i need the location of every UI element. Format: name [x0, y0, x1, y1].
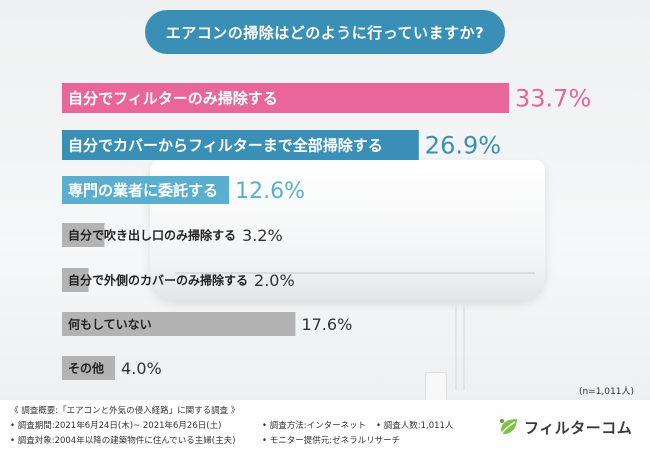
bar-label-5: 何もしていない [68, 316, 152, 331]
logo-text: フィルターコム [524, 418, 633, 437]
bar-label-0: 自分でフィルターのみ掃除する [68, 89, 278, 107]
leaf-filter-icon [500, 419, 517, 434]
survey-provider: • モニター提供元:ゼネラルリサーチ [262, 436, 401, 446]
bar-6 [62, 356, 116, 380]
bar-value-1: 26.9% [425, 132, 501, 160]
bar-value-5: 17.6% [301, 315, 352, 334]
bar-1 [62, 130, 419, 160]
bar-value-4: 2.0% [254, 271, 295, 290]
survey-target: • 調査対象:2004年以降の建築物件に住んでいる主婦(主夫) [10, 436, 236, 446]
pipe-illustration [455, 300, 465, 390]
survey-title: 《 調査概要:「エアコンと外気の侵入経路」に関する調査 》 [10, 406, 240, 416]
bar-value-2: 12.6% [235, 179, 305, 204]
sample-size-note: (n=1,011人) [578, 387, 634, 397]
bar-label-3: 自分で吹き出し口のみ掃除する [68, 227, 236, 242]
survey-count: • 調査人数:1,011人 [376, 421, 454, 431]
bar-4 [62, 268, 89, 292]
bar-label-6: その他 [68, 360, 104, 375]
survey-footer: 《 調査概要:「エアコンと外気の侵入経路」に関する調査 》 • 調査期間:202… [0, 400, 650, 450]
survey-method: • 調査方法:インターネット [262, 421, 367, 431]
bar-label-2: 専門の業者に委託する [68, 181, 218, 199]
bar-value-6: 4.0% [121, 359, 162, 378]
brand-logo: フィルターコム [498, 414, 632, 440]
bar-value-0: 33.7% [515, 85, 591, 113]
bar-2 [62, 176, 230, 204]
bar-5 [62, 312, 296, 336]
bar-label-1: 自分でカバーからフィルターまで全部掃除する [68, 136, 383, 154]
air-conditioner-vent-line [175, 272, 535, 274]
chart-title: エアコンの掃除はどのように行っていますか? [145, 10, 505, 54]
survey-period: • 調査期間:2021年6月24日(木)~ 2021年6月26日(土) [10, 421, 222, 431]
bar-3 [62, 223, 105, 247]
bar-value-3: 3.2% [242, 226, 283, 245]
bar-0 [62, 83, 509, 113]
bar-label-4: 自分で外側のカバーのみ掃除する [68, 272, 248, 287]
